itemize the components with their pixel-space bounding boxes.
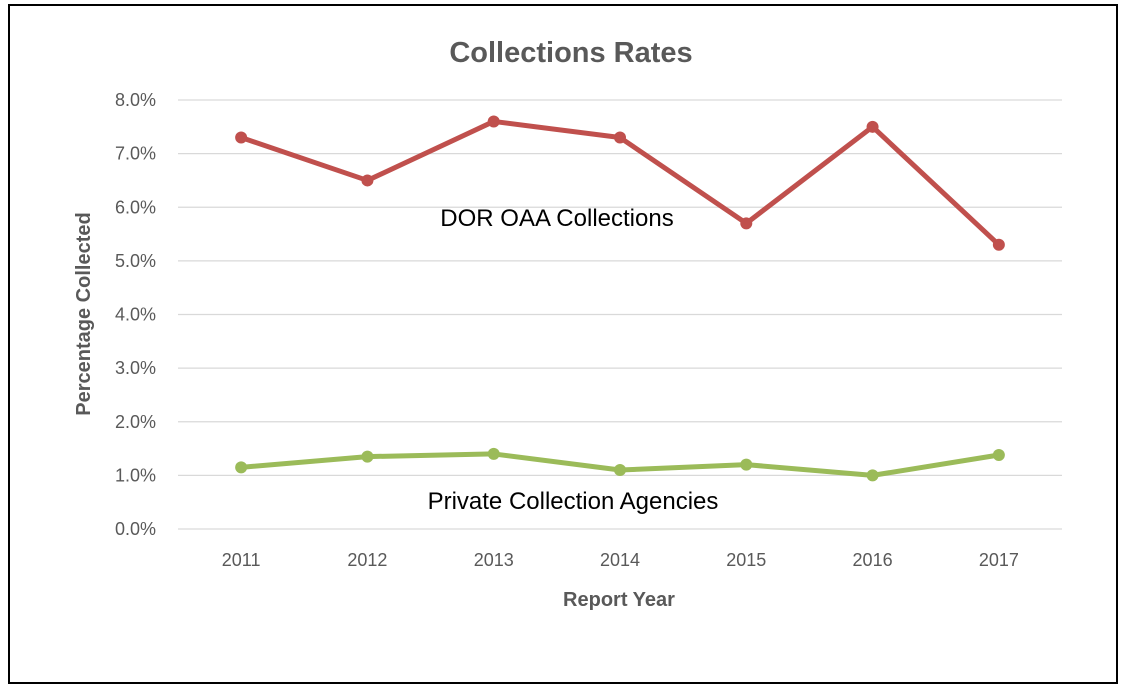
series-label-dor: DOR OAA Collections (440, 205, 673, 232)
x-tick-label: 2012 (347, 550, 387, 570)
data-point (361, 450, 374, 463)
y-tick-label: 6.0% (115, 197, 156, 217)
x-axis-ticks: 2011 2012 2013 2014 2015 2016 2017 (222, 550, 1019, 570)
x-tick-label: 2013 (474, 550, 514, 570)
chart-frame (8, 4, 1118, 684)
data-point (740, 217, 753, 230)
data-point (740, 458, 753, 471)
data-point (992, 238, 1005, 251)
x-axis-title: Report Year (563, 589, 675, 611)
series-label-private: Private Collection Agencies (428, 488, 719, 515)
data-point (614, 464, 626, 477)
data-point (487, 447, 500, 460)
y-axis-ticks: 0.0% 1.0% 2.0% 3.0% 4.0% 5.0% 6.0% 7.0% 8.0% (115, 90, 156, 539)
gridlines (178, 99, 1062, 530)
y-tick-label: 4.0% (115, 305, 156, 325)
y-tick-label: 7.0% (115, 144, 156, 164)
x-tick-label: 2015 (726, 550, 766, 570)
y-tick-label: 8.0% (115, 90, 156, 110)
data-point (361, 174, 374, 187)
y-axis-title: Percentage Collected (73, 212, 95, 415)
data-point (866, 469, 879, 482)
x-tick-label: 2017 (979, 550, 1019, 570)
y-tick-label: 3.0% (115, 358, 156, 378)
y-tick-label: 5.0% (115, 251, 156, 271)
x-tick-label: 2016 (853, 550, 893, 570)
series-group (235, 115, 1005, 482)
data-point (235, 461, 248, 474)
chart-title: Collections Rates (449, 37, 692, 69)
y-tick-label: 0.0% (115, 519, 156, 539)
data-point (487, 115, 500, 128)
data-point (235, 131, 248, 144)
y-tick-label: 2.0% (115, 412, 156, 432)
data-point (866, 120, 879, 133)
data-point (992, 448, 1005, 461)
y-tick-label: 1.0% (115, 465, 156, 485)
x-tick-label: 2014 (600, 550, 640, 570)
x-tick-label: 2011 (222, 550, 261, 570)
data-point (614, 131, 626, 144)
